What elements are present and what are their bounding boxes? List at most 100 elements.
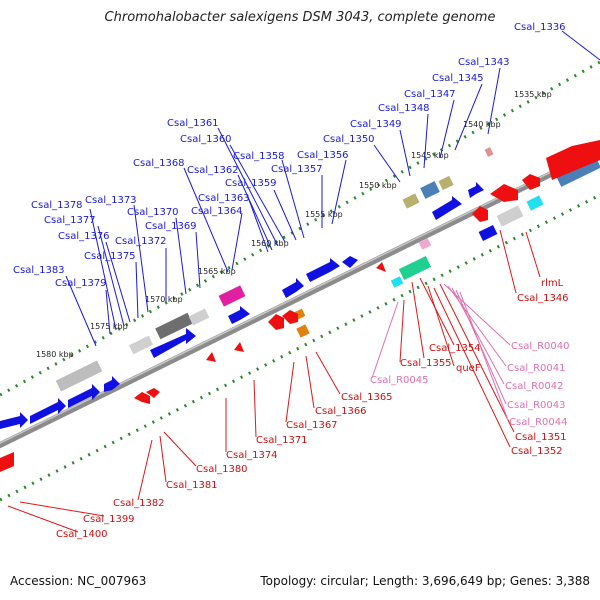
gene-arrow[interactable] [282, 278, 304, 298]
gene-arrow[interactable] [68, 384, 100, 408]
gene-arrow[interactable] [134, 392, 150, 404]
feature-box[interactable] [390, 276, 404, 288]
gene-label[interactable]: Csal_1349 [350, 119, 402, 130]
gene-label[interactable]: Csal_1346 [517, 293, 569, 304]
gene-arrow[interactable] [490, 184, 518, 202]
gene-label[interactable]: Csal_1366 [315, 406, 367, 417]
gene-label[interactable]: Csal_1376 [58, 231, 110, 242]
gene-label[interactable]: Csal_1370 [127, 207, 179, 218]
gene-label[interactable]: Csal_1369 [145, 221, 197, 232]
rna-label[interactable]: Csal_R0043 [507, 400, 566, 411]
gene-label[interactable]: Csal_1367 [286, 420, 338, 431]
gene-label[interactable]: Csal_1363 [198, 193, 250, 204]
gene-arrow[interactable] [234, 342, 244, 352]
genome-title: Chromohalobacter salexigens DSM 3043, co… [104, 10, 496, 25]
leader-line [105, 289, 111, 335]
gene-label[interactable]: Csal_1357 [271, 164, 323, 175]
leader-line [195, 231, 201, 289]
gene-label[interactable]: Csal_1377 [44, 215, 96, 226]
leader-line [273, 189, 297, 241]
gene-label[interactable]: Csal_1373 [85, 195, 137, 206]
gene-label[interactable]: Csal_1382 [113, 498, 165, 509]
feature-box[interactable] [402, 193, 420, 209]
gene-label[interactable]: Csal_1364 [191, 206, 243, 217]
gene-arrow[interactable] [376, 262, 386, 272]
gene-label[interactable]: Csal_1362 [187, 165, 239, 176]
gene-label[interactable]: Csal_1378 [31, 200, 83, 211]
rna-box[interactable] [418, 238, 432, 250]
gene-label[interactable]: Csal_1383 [13, 265, 65, 276]
gene-arrow[interactable] [0, 452, 14, 472]
rna-label[interactable]: Csal_R0041 [507, 363, 566, 374]
gene-label[interactable]: queF [456, 363, 481, 374]
leader-line [315, 351, 341, 395]
gene-arrow[interactable] [306, 258, 340, 282]
gene-arrow[interactable] [104, 376, 120, 392]
feature-box[interactable] [478, 224, 498, 242]
leader-line [89, 208, 117, 331]
gene-label[interactable]: Csal_1350 [323, 134, 375, 145]
gene-label[interactable]: Csal_1374 [226, 450, 278, 461]
gene-label[interactable]: Csal_1380 [196, 464, 248, 475]
gene-label[interactable]: Csal_1347 [404, 89, 456, 100]
gene-arrow[interactable] [268, 314, 284, 330]
gene-label[interactable]: Csal_1400 [56, 529, 108, 540]
feature-box[interactable] [218, 285, 246, 307]
leader-line [105, 241, 131, 323]
feature-box[interactable] [496, 205, 524, 227]
feature-box[interactable] [155, 312, 193, 340]
gene-label[interactable]: Csal_1354 [429, 343, 481, 354]
gene-arrow[interactable] [342, 256, 358, 268]
feature-box[interactable] [55, 360, 103, 392]
gene-arrow[interactable] [146, 388, 160, 398]
gene-arrow[interactable] [468, 182, 484, 198]
gene-label[interactable]: Csal_1365 [341, 392, 393, 403]
gene-label[interactable]: Csal_1359 [225, 178, 277, 189]
gene-label[interactable]: Csal_1352 [511, 446, 563, 457]
gene-label[interactable]: Csal_1345 [432, 73, 484, 84]
gene-label[interactable]: Csal_1371 [256, 435, 308, 446]
gene-label[interactable]: Csal_1348 [378, 103, 430, 114]
gene-label[interactable]: Csal_1356 [297, 150, 349, 161]
feature-box[interactable] [296, 324, 310, 338]
gene-label[interactable]: Csal_1343 [458, 57, 510, 68]
gene-arrow[interactable] [472, 206, 488, 222]
gene-label[interactable]: Csal_1361 [167, 118, 219, 129]
gene-arrow[interactable] [546, 140, 600, 180]
gene-label[interactable]: Csal_1351 [515, 432, 567, 443]
leader-line [331, 159, 347, 225]
leader-line [399, 129, 411, 177]
leader-line [135, 261, 139, 319]
gene-arrow[interactable] [206, 352, 216, 362]
gene-label[interactable]: Csal_1336 [514, 22, 566, 33]
gene-label[interactable]: Csal_1358 [233, 151, 285, 162]
gene-label[interactable]: Csal_1381 [166, 480, 218, 491]
gene-label[interactable]: Csal_1375 [84, 251, 136, 262]
gene-arrow[interactable] [522, 174, 540, 190]
feature-box[interactable] [128, 335, 154, 355]
rna-label[interactable]: Csal_R0044 [509, 417, 568, 428]
rna-label[interactable]: Csal_R0040 [511, 341, 570, 352]
gene-arrow[interactable] [0, 412, 28, 429]
rna-box[interactable] [484, 147, 494, 157]
gene-arrow[interactable] [150, 328, 196, 358]
rna-label[interactable]: Csal_R0042 [505, 381, 564, 392]
gene-label[interactable]: rlmL [541, 278, 564, 289]
gene-arrow[interactable] [228, 306, 250, 324]
gene-arrow[interactable] [432, 196, 462, 220]
rna-label[interactable]: Csal_R0045 [370, 375, 429, 386]
feature-box[interactable] [438, 175, 454, 191]
feature-box[interactable] [188, 308, 210, 326]
gene-arrow[interactable] [282, 310, 298, 324]
feature-box[interactable] [398, 256, 432, 280]
gene-label[interactable]: Csal_1355 [400, 358, 452, 369]
lower-labels: rlmL Csal_1346 Csal_1354 Csal_1355 queF … [56, 278, 569, 540]
gene-label[interactable]: Csal_1399 [83, 514, 135, 525]
gene-label[interactable]: Csal_1372 [115, 236, 167, 247]
gene-label[interactable]: Csal_1379 [55, 278, 107, 289]
gene-arrow[interactable] [30, 398, 66, 424]
feature-box[interactable] [526, 195, 544, 211]
gene-label[interactable]: Csal_1368 [133, 158, 185, 169]
gene-label[interactable]: Csal_1360 [180, 134, 232, 145]
feature-box[interactable] [420, 181, 440, 199]
